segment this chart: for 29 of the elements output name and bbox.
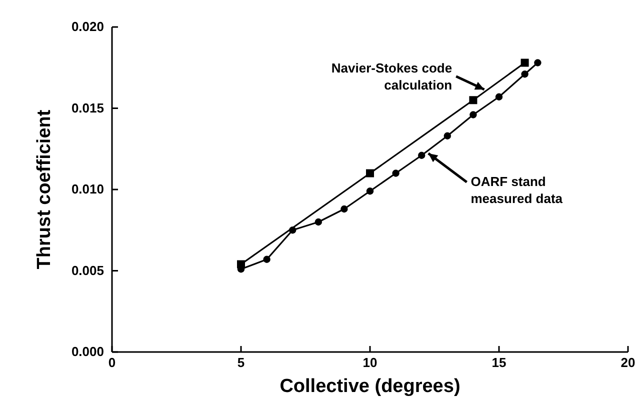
x-tick-label: 15 [492, 355, 506, 370]
y-axis-title: Thrust coefficient [34, 109, 55, 270]
point [418, 152, 426, 159]
point [314, 218, 322, 226]
annotation: Navier-Stokes code calculation [331, 60, 452, 92]
point [366, 188, 374, 195]
x-tick-label: 20 [620, 355, 636, 370]
y-tick-label: 0.005 [71, 262, 104, 278]
point [521, 70, 528, 78]
point [366, 169, 374, 178]
point [444, 132, 451, 140]
y-tick-label: 0.000 [71, 344, 104, 359]
point [340, 205, 348, 213]
point [495, 93, 503, 100]
point [469, 96, 478, 104]
y-tick-label: 0.020 [71, 19, 104, 34]
point [520, 58, 529, 67]
x-tick-label: 5 [237, 355, 245, 370]
y-tick-label: 0.015 [71, 100, 104, 116]
x-tick-label: 0 [108, 355, 116, 370]
point [470, 111, 477, 118]
y-tick-label: 0.010 [71, 182, 104, 196]
x-tick-label: 10 [362, 355, 378, 370]
annotation: OARF stand measured data [470, 174, 564, 206]
point [534, 59, 542, 66]
point [263, 256, 270, 263]
x-axis-title: Collective (degrees) [280, 376, 460, 397]
point [392, 170, 400, 177]
point [289, 226, 296, 234]
